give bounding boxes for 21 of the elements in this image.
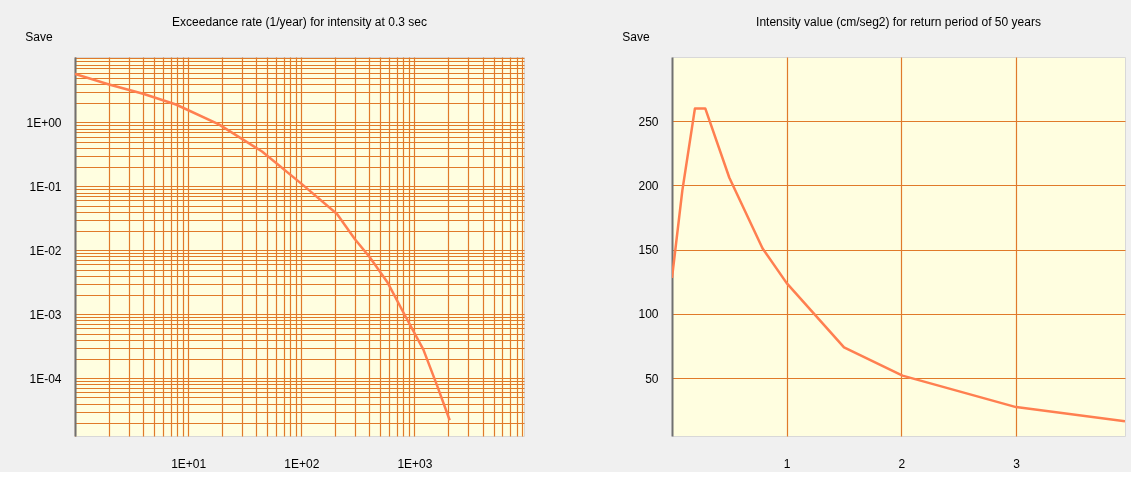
y-tick-label: 150	[638, 243, 659, 258]
y-tick-label: 1E+00	[26, 115, 62, 130]
text: Save	[25, 30, 53, 44]
x-tick-label: 1E+01	[171, 456, 207, 471]
y-tick-label: 50	[645, 371, 659, 386]
chart-title: Exceedance rate (1/year) for intensity at 0.3 sec	[172, 15, 427, 29]
x-tick-label: 1	[783, 456, 791, 471]
line-series	[672, 107, 1125, 423]
y-tick-label: 1E-01	[29, 179, 62, 194]
y-tick-label: 100	[638, 307, 659, 322]
y-tick-label: 250	[638, 114, 659, 129]
y-tick-label: 200	[638, 178, 659, 193]
y-tick-label: 1E-04	[29, 371, 62, 386]
x-tick-label: 1E+02	[284, 456, 320, 471]
y-tick-label: 1E-02	[29, 243, 62, 258]
x-tick-label: 3	[1013, 456, 1021, 471]
x-tick-label: 2	[898, 456, 906, 471]
x-tick-label: 1E+03	[397, 456, 433, 471]
y-tick-label: 1E-03	[29, 307, 62, 322]
text: Save	[622, 30, 650, 44]
chart-title: Intensity value (cm/seg2) for return period of 50 years	[756, 15, 1041, 29]
